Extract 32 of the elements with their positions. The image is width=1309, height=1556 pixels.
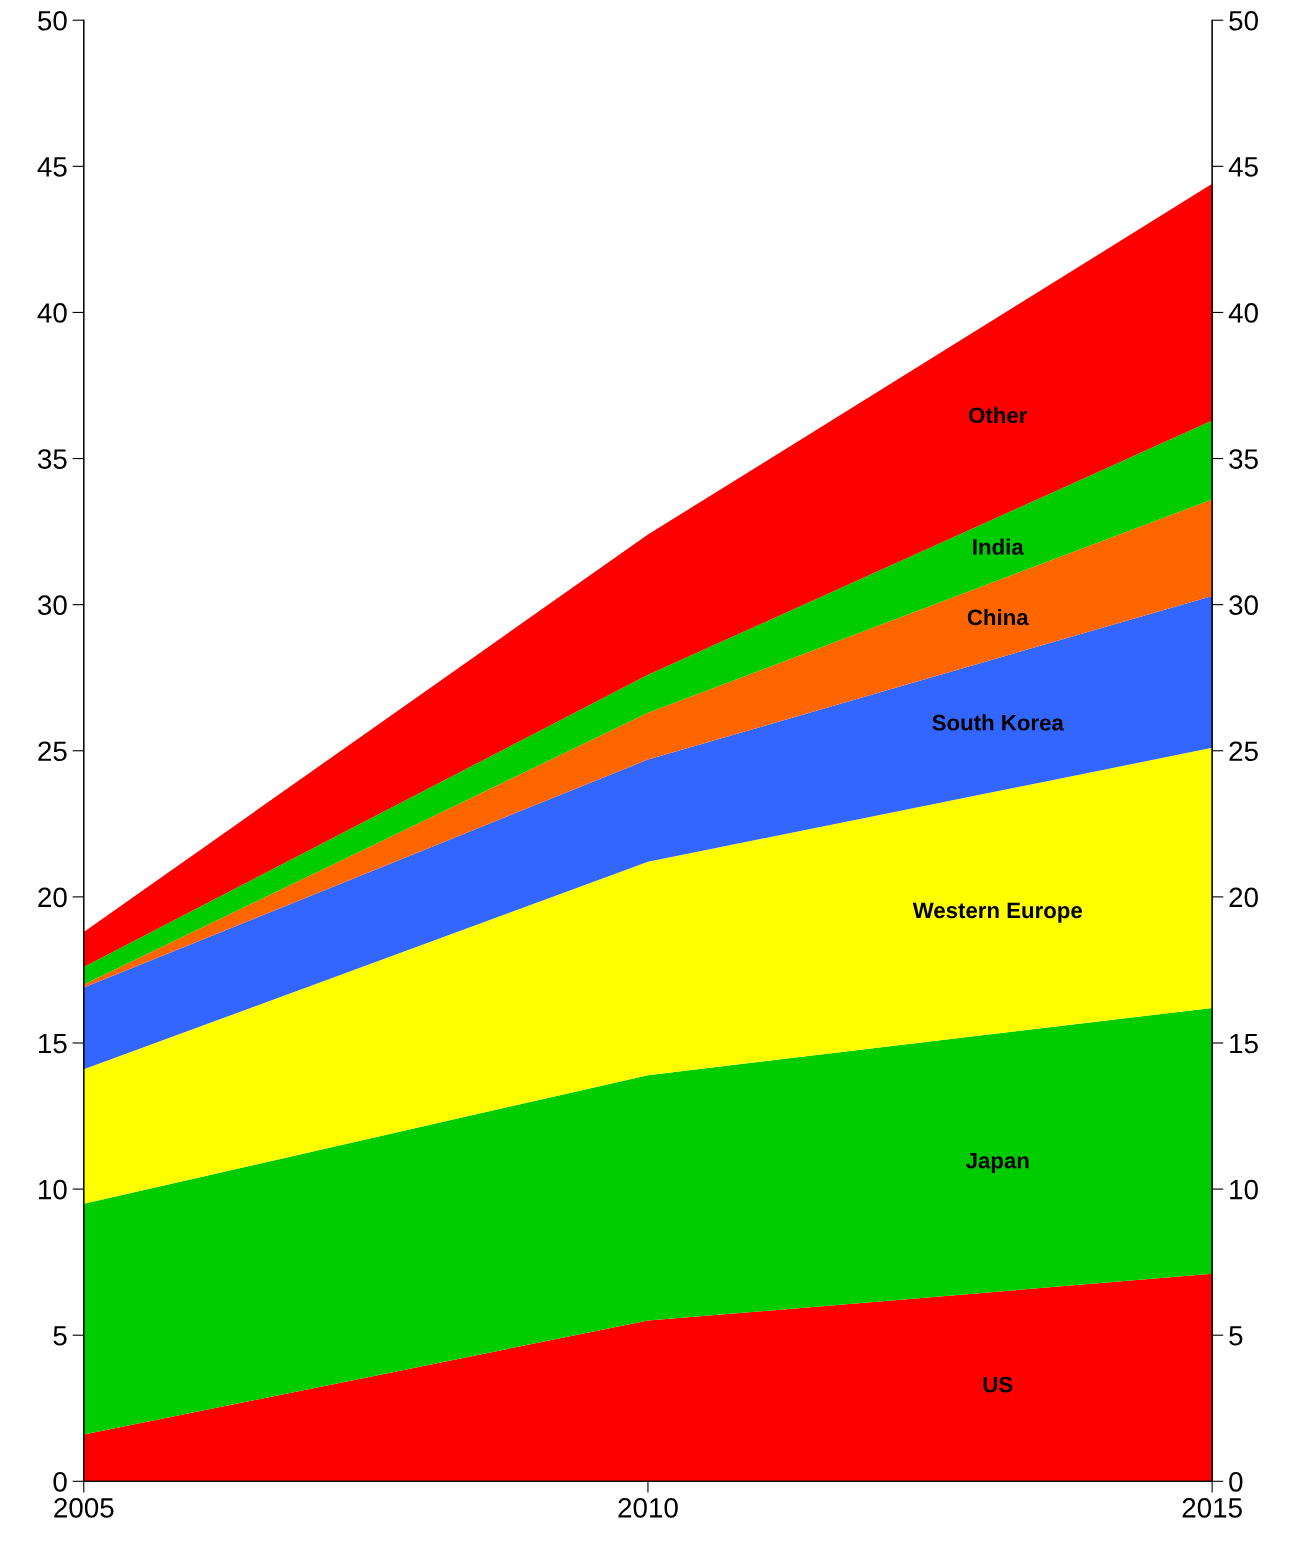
y-tick-label: 0: [53, 1471, 67, 1492]
x-tick-label: 2005: [54, 1498, 114, 1518]
y-tick-label: 10: [39, 1179, 67, 1200]
y-tick-label: 50: [38, 10, 67, 31]
y2-tick-label: 40: [1228, 303, 1258, 323]
series-label: India: [973, 538, 1024, 555]
y-tick-label: 35: [37, 449, 67, 469]
y2-tick-label: 45: [1228, 157, 1258, 177]
x-tick-label: 2015: [1182, 1498, 1242, 1518]
series-label: South Korea: [932, 714, 1064, 731]
x-tick-label: 2010: [618, 1498, 678, 1518]
y2-tick-label: 30: [1229, 595, 1258, 615]
y2-tick-label: 35: [1229, 449, 1258, 469]
y2-tick-label: 25: [1229, 741, 1258, 762]
y-tick-label: 30: [37, 595, 67, 615]
series-label: Western Europe: [912, 902, 1082, 923]
y2-tick-label: 0: [1229, 1471, 1243, 1492]
y-tick-label: 45: [37, 157, 67, 177]
y2-tick-label: 10: [1230, 1179, 1258, 1200]
y-tick-label: 25: [38, 741, 67, 762]
y2-tick-label: 50: [1229, 10, 1258, 31]
y-tick-label: 40: [37, 303, 67, 323]
y2-tick-label: 5: [1229, 1326, 1243, 1346]
y2-tick-label: 15: [1230, 1033, 1258, 1054]
y2-tick-label: 20: [1229, 887, 1258, 908]
series-label: China: [967, 608, 1029, 626]
series-label: US: [983, 1376, 1013, 1393]
series-label: Japan: [965, 1152, 1029, 1173]
y-tick-label: 5: [53, 1326, 67, 1346]
y-tick-label: 20: [38, 887, 67, 908]
y-tick-label: 15: [39, 1033, 67, 1054]
series-label: Other: [969, 406, 1028, 424]
